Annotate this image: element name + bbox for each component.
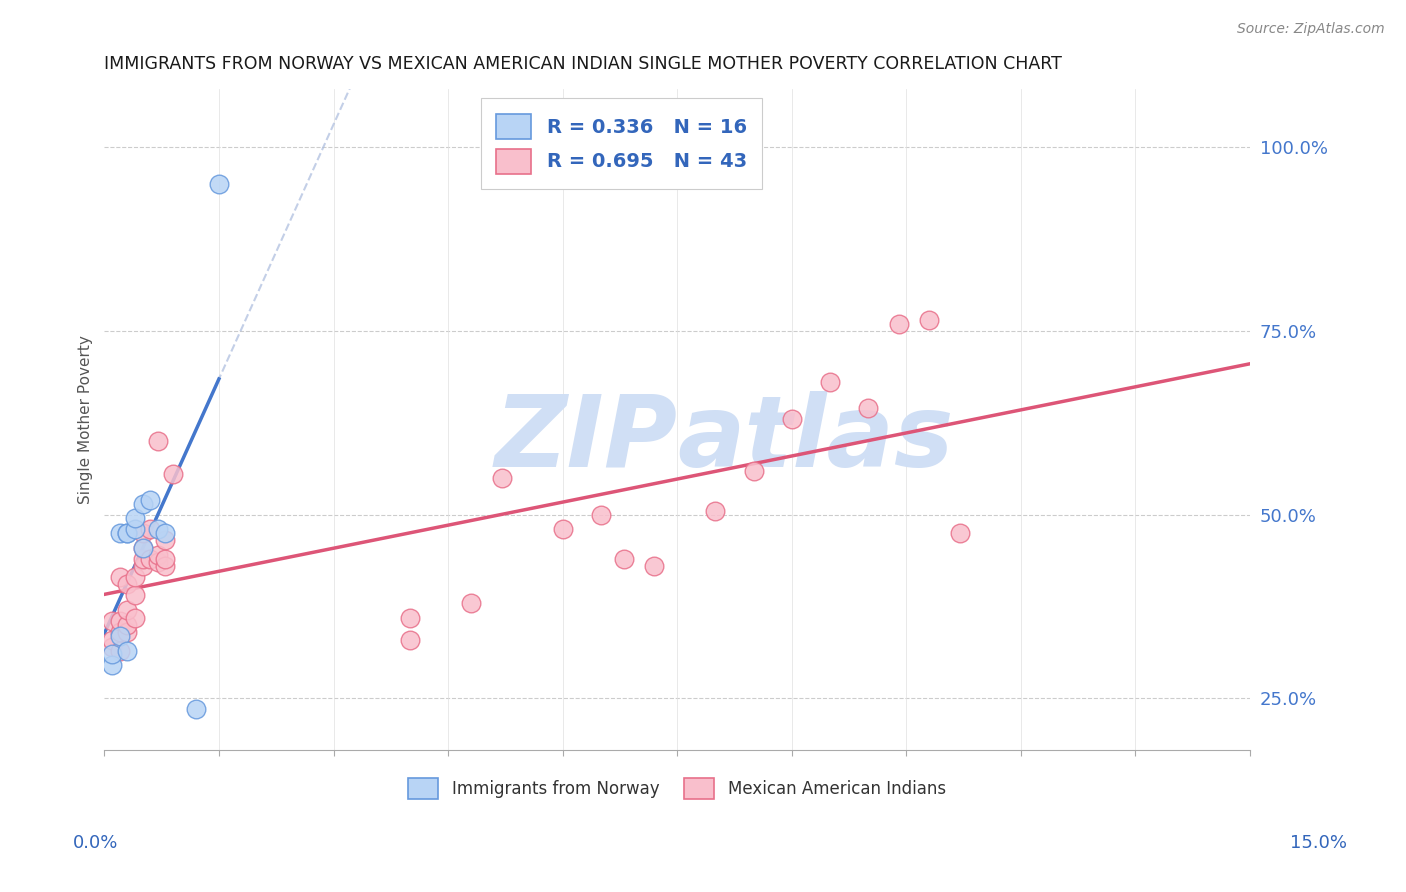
Point bbox=[117, 643, 139, 657]
Point bbox=[491, 471, 513, 485]
Point bbox=[124, 570, 146, 584]
Point bbox=[139, 493, 162, 508]
Point bbox=[399, 632, 422, 647]
Point bbox=[460, 596, 482, 610]
Point bbox=[818, 376, 841, 390]
Point bbox=[131, 541, 153, 555]
Point bbox=[131, 526, 153, 541]
Point bbox=[117, 577, 139, 591]
Point bbox=[131, 541, 153, 555]
Point bbox=[146, 556, 169, 570]
Point bbox=[131, 497, 153, 511]
Point bbox=[124, 610, 146, 624]
Point bbox=[155, 551, 177, 566]
Point bbox=[155, 526, 177, 541]
Point bbox=[184, 702, 207, 716]
Point bbox=[162, 467, 184, 482]
Point bbox=[117, 625, 139, 640]
Point bbox=[108, 614, 131, 628]
Point bbox=[399, 610, 422, 624]
Point bbox=[124, 522, 146, 536]
Text: IMMIGRANTS FROM NORWAY VS MEXICAN AMERICAN INDIAN SINGLE MOTHER POVERTY CORRELAT: IMMIGRANTS FROM NORWAY VS MEXICAN AMERIC… bbox=[104, 55, 1063, 73]
Point bbox=[131, 551, 153, 566]
Point bbox=[117, 526, 139, 541]
Point bbox=[108, 629, 131, 643]
Point bbox=[101, 640, 124, 654]
Text: ZIP: ZIP bbox=[494, 391, 678, 488]
Point bbox=[146, 434, 169, 449]
Point bbox=[124, 589, 146, 603]
Point bbox=[856, 401, 879, 416]
Point bbox=[551, 522, 574, 536]
Point bbox=[117, 526, 139, 541]
Y-axis label: Single Mother Poverty: Single Mother Poverty bbox=[79, 334, 93, 504]
Point bbox=[208, 177, 231, 191]
Point bbox=[108, 570, 131, 584]
Point bbox=[704, 504, 727, 518]
Point bbox=[101, 658, 124, 673]
Point bbox=[146, 522, 169, 536]
Point bbox=[742, 464, 765, 478]
Point bbox=[101, 614, 124, 628]
Point bbox=[155, 533, 177, 548]
Point bbox=[155, 559, 177, 574]
Point bbox=[613, 551, 636, 566]
Point bbox=[139, 551, 162, 566]
Point bbox=[124, 511, 146, 525]
Point bbox=[131, 559, 153, 574]
Text: atlas: atlas bbox=[678, 391, 953, 488]
Point bbox=[108, 625, 131, 640]
Point bbox=[887, 317, 910, 331]
Point bbox=[780, 412, 803, 426]
Point bbox=[918, 313, 941, 327]
Point bbox=[589, 508, 612, 522]
Point bbox=[117, 603, 139, 617]
Point bbox=[949, 526, 972, 541]
Text: 15.0%: 15.0% bbox=[1291, 834, 1347, 852]
Text: 0.0%: 0.0% bbox=[73, 834, 118, 852]
Point bbox=[117, 618, 139, 632]
Point bbox=[643, 559, 665, 574]
Point bbox=[101, 632, 124, 647]
Point bbox=[108, 526, 131, 541]
Point bbox=[139, 522, 162, 536]
Text: Source: ZipAtlas.com: Source: ZipAtlas.com bbox=[1237, 22, 1385, 37]
Point bbox=[101, 647, 124, 661]
Point bbox=[108, 643, 131, 657]
Legend: Immigrants from Norway, Mexican American Indians: Immigrants from Norway, Mexican American… bbox=[401, 770, 955, 807]
Point bbox=[146, 548, 169, 562]
